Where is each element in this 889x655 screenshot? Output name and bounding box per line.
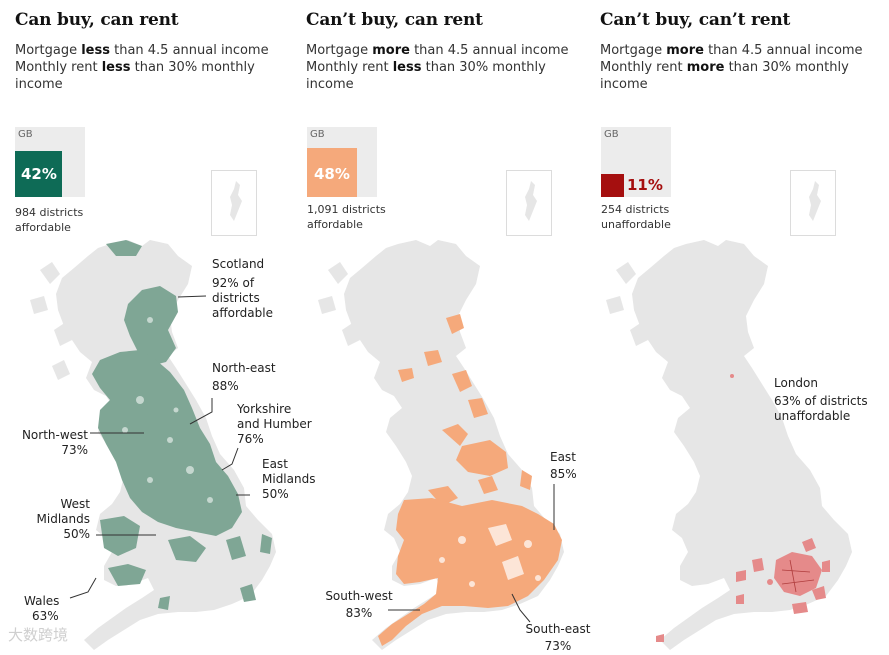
gb-map-rent-only (318, 240, 564, 650)
watermark-logo: 大数跨境 (8, 626, 69, 644)
gb-note: 1,091 districts affordable (307, 203, 386, 231)
panel-title: Can’t buy, can’t rent (600, 10, 791, 30)
unaffordable-districts (656, 374, 830, 642)
label-east: East 85% (550, 450, 577, 481)
gb-note: 984 districts affordable (15, 206, 84, 234)
label-scotland: Scotland 92% of districts affordable (212, 257, 273, 320)
panel-subtitle: Mortgage less than 4.5 annual income Mon… (15, 42, 285, 93)
gb-share-percent: 11% (627, 176, 663, 194)
subtitle-line: Monthly rent less than 30% monthly incom… (15, 60, 255, 92)
subtitle-line: Mortgage more than 4.5 annual income (600, 43, 863, 58)
gb-label: GB (18, 129, 33, 140)
gb-share-fill (307, 148, 357, 197)
gb-label: GB (310, 129, 325, 140)
gb-map-unaffordable (606, 240, 852, 650)
shetland-inset (211, 170, 257, 236)
panel-subtitle: Mortgage more than 4.5 annual income Mon… (306, 42, 576, 93)
subtitle-line: Monthly rent less than 30% monthly incom… (306, 60, 546, 92)
gb-share-box: GB 42% (15, 127, 85, 197)
rent-only-districts (378, 314, 562, 646)
label-north-west: North-west 73% (21, 428, 88, 457)
gb-share-box: GB 48% (307, 127, 377, 197)
panel-subtitle: Mortgage more than 4.5 annual income Mon… (600, 42, 870, 93)
panel-title: Can buy, can rent (15, 10, 179, 30)
label-south-east: South-east 73% (525, 622, 591, 653)
label-yorkshire: Yorkshire and Humber 76% (237, 402, 312, 446)
panel-title: Can’t buy, can rent (306, 10, 483, 30)
label-west-midlands: West Midlands 50% (36, 497, 90, 541)
gb-share-percent: 48% (314, 165, 350, 183)
gb-share-fill (601, 174, 624, 197)
gb-share-fill (15, 151, 62, 197)
gb-share-box: GB 11% (601, 127, 671, 197)
subtitle-line: Mortgage more than 4.5 annual income (306, 43, 569, 58)
gb-label: GB (604, 129, 619, 140)
gb-share-percent: 42% (21, 165, 57, 183)
panel-can-buy-can-rent: Can buy, can rent Mortgage less than 4.5… (0, 0, 315, 655)
label-north-east: North-east 88% (212, 361, 276, 393)
panel-cant-buy-cant-rent: Can’t buy, can’t rent Mortgage more than… (586, 0, 878, 655)
label-wales: Wales 63% (24, 594, 60, 623)
label-east-midlands: East Midlands 50% (262, 457, 316, 501)
shetland-inset (790, 170, 836, 236)
shetland-inset (506, 170, 552, 236)
label-london: London 63% of districts unaffordable (774, 376, 868, 423)
gb-note: 254 districts unaffordable (601, 203, 671, 231)
subtitle-line: Mortgage less than 4.5 annual income (15, 43, 269, 58)
subtitle-line: Monthly rent more than 30% monthly incom… (600, 60, 849, 92)
panel-cant-buy-can-rent: Can’t buy, can rent Mortgage more than 4… (292, 0, 590, 655)
affordable-districts (92, 240, 272, 610)
label-south-west: South-west 83% (325, 589, 393, 620)
gb-map-affordable (30, 240, 276, 650)
